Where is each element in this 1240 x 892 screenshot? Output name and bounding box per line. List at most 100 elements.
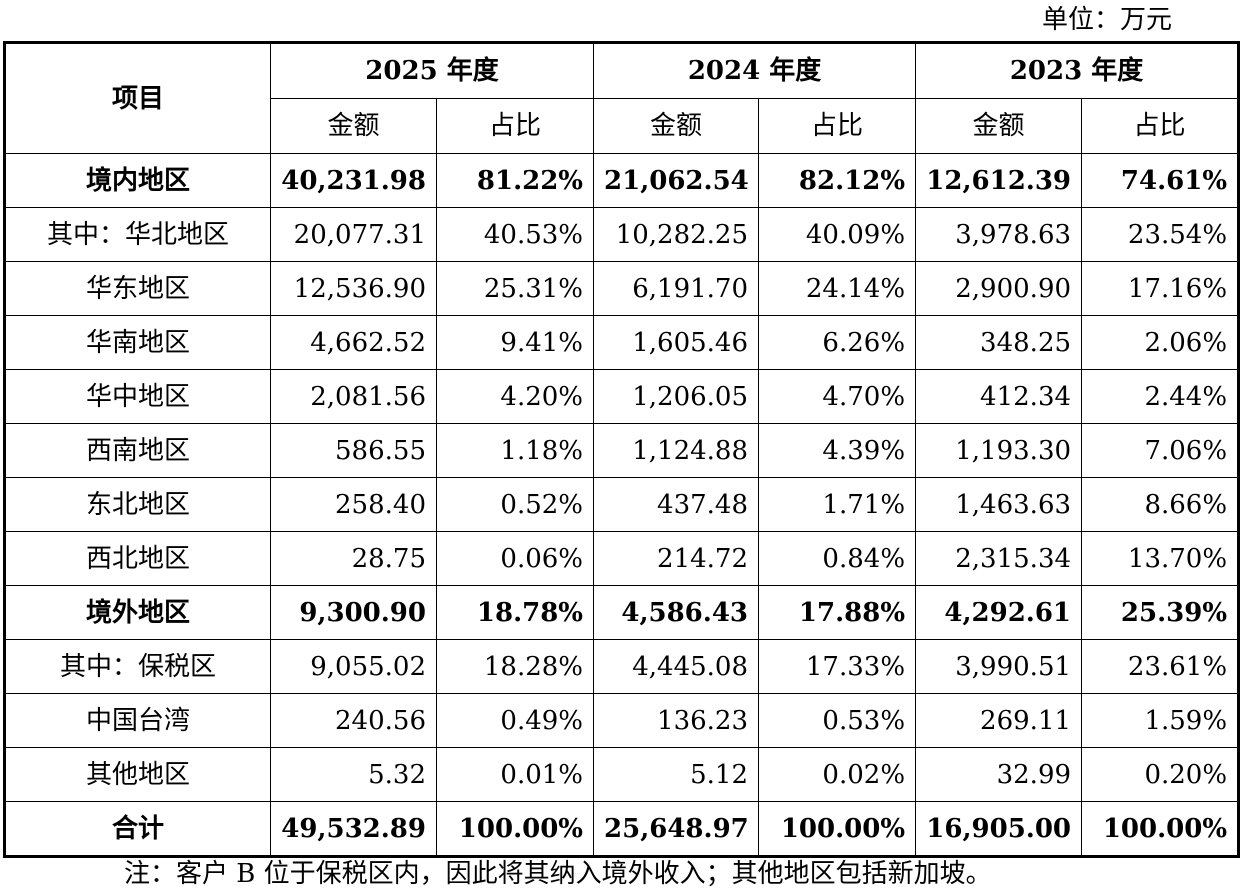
amount-cell: 2,315.34 bbox=[915, 531, 1083, 586]
share-cell: 13.70% bbox=[1081, 531, 1240, 586]
header-amount: 金额 bbox=[270, 98, 437, 154]
amount-cell: 4,586.43 bbox=[593, 585, 760, 640]
share-cell: 0.84% bbox=[758, 531, 917, 586]
amount-cell: 9,055.02 bbox=[270, 639, 437, 694]
share-cell: 100.00% bbox=[758, 801, 917, 857]
row-label: 华东地区 bbox=[4, 261, 271, 316]
table-row: 华南地区 4,662.52 9.41% 1,605.46 6.26% 348.25 2.06… bbox=[4, 315, 1240, 370]
table-row: 合计 49,532.89 100.00% 25,648.97 100.00% 16,905… bbox=[4, 801, 1240, 857]
share-cell: 40.09% bbox=[758, 207, 917, 262]
share-cell: 18.28% bbox=[435, 639, 595, 694]
unit-label: 单位：万元 bbox=[1041, 5, 1172, 35]
amount-cell: 21,062.54 bbox=[593, 153, 760, 208]
header-year-row: 项目 2025 年度 2024 年度 2023 年度 bbox=[4, 42, 1240, 154]
share-cell: 0.49% bbox=[435, 693, 595, 748]
share-cell: 2.06% bbox=[1081, 315, 1240, 370]
row-label: 中国台湾 bbox=[4, 693, 271, 748]
share-cell: 7.06% bbox=[1081, 423, 1240, 478]
share-cell: 1.59% bbox=[1081, 693, 1240, 748]
share-cell: 9.41% bbox=[435, 315, 595, 370]
amount-cell: 437.48 bbox=[593, 477, 760, 532]
amount-cell: 25,648.97 bbox=[593, 801, 760, 857]
header-amount: 金额 bbox=[915, 98, 1083, 154]
amount-cell: 3,990.51 bbox=[915, 639, 1083, 694]
amount-cell: 5.12 bbox=[593, 747, 760, 802]
row-label: 华中地区 bbox=[4, 369, 271, 424]
amount-cell: 258.40 bbox=[270, 477, 437, 532]
row-label: 华南地区 bbox=[4, 315, 271, 370]
regional-revenue-table: 项目 2025 年度 2024 年度 2023 年度 金额 占比 金额 占比 金… bbox=[3, 41, 1240, 858]
amount-cell: 1,605.46 bbox=[593, 315, 760, 370]
table-row: 其他地区 5.32 0.01% 5.12 0.02% 32.99 0.20% bbox=[4, 747, 1240, 802]
amount-cell: 9,300.90 bbox=[270, 585, 437, 640]
table-row: 东北地区 258.40 0.52% 437.48 1.71% 1,463.63 8.66% bbox=[4, 477, 1240, 532]
amount-cell: 20,077.31 bbox=[270, 207, 437, 262]
table-row: 境内地区 40,231.98 81.22% 21,062.54 82.12% 12,612… bbox=[4, 153, 1240, 208]
share-cell: 82.12% bbox=[758, 153, 917, 208]
share-cell: 1.71% bbox=[758, 477, 917, 532]
amount-cell: 3,978.63 bbox=[915, 207, 1083, 262]
row-label: 西南地区 bbox=[4, 423, 271, 478]
amount-cell: 49,532.89 bbox=[270, 801, 437, 857]
header-year: 2023 年度 bbox=[915, 42, 1240, 99]
header-amount: 金额 bbox=[593, 98, 760, 154]
share-cell: 0.20% bbox=[1081, 747, 1240, 802]
header-share: 占比 bbox=[435, 98, 595, 154]
share-cell: 25.39% bbox=[1081, 585, 1240, 640]
share-cell: 2.44% bbox=[1081, 369, 1240, 424]
share-cell: 17.16% bbox=[1081, 261, 1240, 316]
share-cell: 8.66% bbox=[1081, 477, 1240, 532]
share-cell: 24.14% bbox=[758, 261, 917, 316]
share-cell: 4.20% bbox=[435, 369, 595, 424]
row-label: 合计 bbox=[4, 801, 271, 857]
share-cell: 18.78% bbox=[435, 585, 595, 640]
share-cell: 0.06% bbox=[435, 531, 595, 586]
header-year: 2025 年度 bbox=[269, 42, 595, 99]
amount-cell: 4,292.61 bbox=[915, 585, 1083, 640]
row-label: 其他地区 bbox=[4, 747, 271, 802]
header-share: 占比 bbox=[758, 98, 917, 154]
amount-cell: 10,282.25 bbox=[593, 207, 760, 262]
amount-cell: 2,081.56 bbox=[270, 369, 437, 424]
table-row: 其中：华北地区 20,077.31 40.53% 10,282.25 40.09% 3,9… bbox=[4, 207, 1240, 262]
share-cell: 23.61% bbox=[1081, 639, 1240, 694]
share-cell: 17.88% bbox=[758, 585, 917, 640]
amount-cell: 412.34 bbox=[915, 369, 1083, 424]
amount-cell: 28.75 bbox=[270, 531, 437, 586]
table-row: 华东地区 12,536.90 25.31% 6,191.70 24.14% 2,900.9… bbox=[4, 261, 1240, 316]
row-label: 其中：华北地区 bbox=[4, 207, 271, 262]
amount-cell: 2,900.90 bbox=[915, 261, 1083, 316]
row-label: 境内地区 bbox=[4, 153, 271, 208]
amount-cell: 1,463.63 bbox=[915, 477, 1083, 532]
share-cell: 74.61% bbox=[1081, 153, 1240, 208]
table-row: 境外地区 9,300.90 18.78% 4,586.43 17.88% 4,292.61… bbox=[4, 585, 1240, 640]
row-label: 境外地区 bbox=[4, 585, 271, 640]
table-footnote: 注：客户 B 位于保税区内，因此将其纳入境外收入；其他地区包括新加坡。 bbox=[124, 859, 992, 889]
share-cell: 0.01% bbox=[435, 747, 595, 802]
amount-cell: 1,124.88 bbox=[593, 423, 760, 478]
share-cell: 100.00% bbox=[1081, 801, 1240, 857]
row-label: 西北地区 bbox=[4, 531, 271, 586]
share-cell: 4.70% bbox=[758, 369, 917, 424]
share-cell: 0.53% bbox=[758, 693, 917, 748]
header-share: 占比 bbox=[1081, 98, 1240, 154]
row-label: 东北地区 bbox=[4, 477, 271, 532]
share-cell: 17.33% bbox=[758, 639, 917, 694]
header-item: 项目 bbox=[4, 42, 271, 154]
amount-cell: 12,536.90 bbox=[270, 261, 437, 316]
row-label: 其中：保税区 bbox=[4, 639, 271, 694]
table-row: 西北地区 28.75 0.06% 214.72 0.84% 2,315.34 13.70% bbox=[4, 531, 1240, 586]
amount-cell: 5.32 bbox=[270, 747, 437, 802]
share-cell: 81.22% bbox=[435, 153, 595, 208]
amount-cell: 4,445.08 bbox=[593, 639, 760, 694]
amount-cell: 40,231.98 bbox=[270, 153, 437, 208]
share-cell: 6.26% bbox=[758, 315, 917, 370]
amount-cell: 214.72 bbox=[593, 531, 760, 586]
amount-cell: 12,612.39 bbox=[915, 153, 1083, 208]
share-cell: 0.52% bbox=[435, 477, 595, 532]
share-cell: 1.18% bbox=[435, 423, 595, 478]
amount-cell: 1,193.30 bbox=[915, 423, 1083, 478]
amount-cell: 1,206.05 bbox=[593, 369, 760, 424]
table-row: 其中：保税区 9,055.02 18.28% 4,445.08 17.33% 3,990.… bbox=[4, 639, 1240, 694]
amount-cell: 4,662.52 bbox=[270, 315, 437, 370]
